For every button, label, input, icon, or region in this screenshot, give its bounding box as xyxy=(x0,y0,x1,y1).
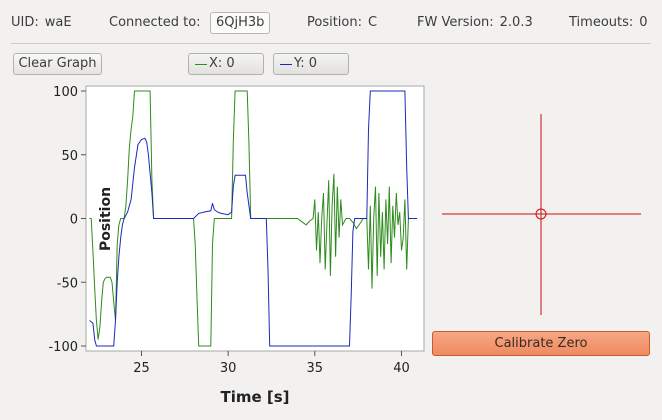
y-tick-label: -50 xyxy=(57,276,78,291)
position-label: Position: xyxy=(307,15,362,30)
x-tick-label: 35 xyxy=(307,361,324,376)
y-tick-label: 0 xyxy=(70,213,78,228)
y-tick-label: 50 xyxy=(61,149,78,164)
connected-label: Connected to: xyxy=(109,15,201,30)
x-tick-label: 30 xyxy=(220,361,237,376)
timeouts-label: Timeouts: xyxy=(569,15,634,30)
y-tick-label: 100 xyxy=(53,85,78,100)
legend-y-label: Y: 0 xyxy=(294,56,317,71)
position-status: Position: C xyxy=(307,15,377,30)
legend-x-button[interactable]: X: 0 xyxy=(188,53,264,75)
fw-version-status: FW Version: 2.0.3 xyxy=(417,15,533,30)
fw-version-value: 2.0.3 xyxy=(499,15,533,30)
uid-status: UID: waE xyxy=(11,15,72,30)
timeouts-value: 0 xyxy=(639,15,648,30)
y-tick-label: -100 xyxy=(48,340,78,355)
position-chart: 100 50 0 -50 -100 25 30 35 40 Position Time [s] xyxy=(48,85,425,406)
header-separator xyxy=(11,43,651,44)
calibrate-zero-button[interactable]: Calibrate Zero xyxy=(432,331,650,356)
x-tick-label: 25 xyxy=(133,361,150,376)
legend-y-button[interactable]: Y: 0 xyxy=(273,53,349,75)
timeouts-status: Timeouts: 0 xyxy=(569,15,648,30)
y-axis-label: Position xyxy=(98,187,114,251)
series-line-x xyxy=(89,90,412,347)
crosshair-view[interactable] xyxy=(430,110,652,320)
legend-x-swatch xyxy=(195,64,207,65)
series-line-y xyxy=(89,90,418,347)
status-bar: UID: waE Connected to: 6QjH3b Position: C … xyxy=(0,0,662,44)
connected-device-field[interactable]: 6QjH3b xyxy=(210,12,271,34)
x-tick-label: 40 xyxy=(393,361,410,376)
clear-graph-button[interactable]: Clear Graph xyxy=(13,53,102,75)
position-value: C xyxy=(368,15,378,30)
legend-x-label: X: 0 xyxy=(209,56,235,71)
uid-value: waE xyxy=(44,15,72,30)
uid-label: UID: xyxy=(11,15,39,30)
crosshair-marker-icon xyxy=(535,208,547,220)
fw-version-label: FW Version: xyxy=(417,15,494,30)
x-axis-label: Time [s] xyxy=(220,388,289,406)
legend-y-swatch xyxy=(280,64,292,65)
